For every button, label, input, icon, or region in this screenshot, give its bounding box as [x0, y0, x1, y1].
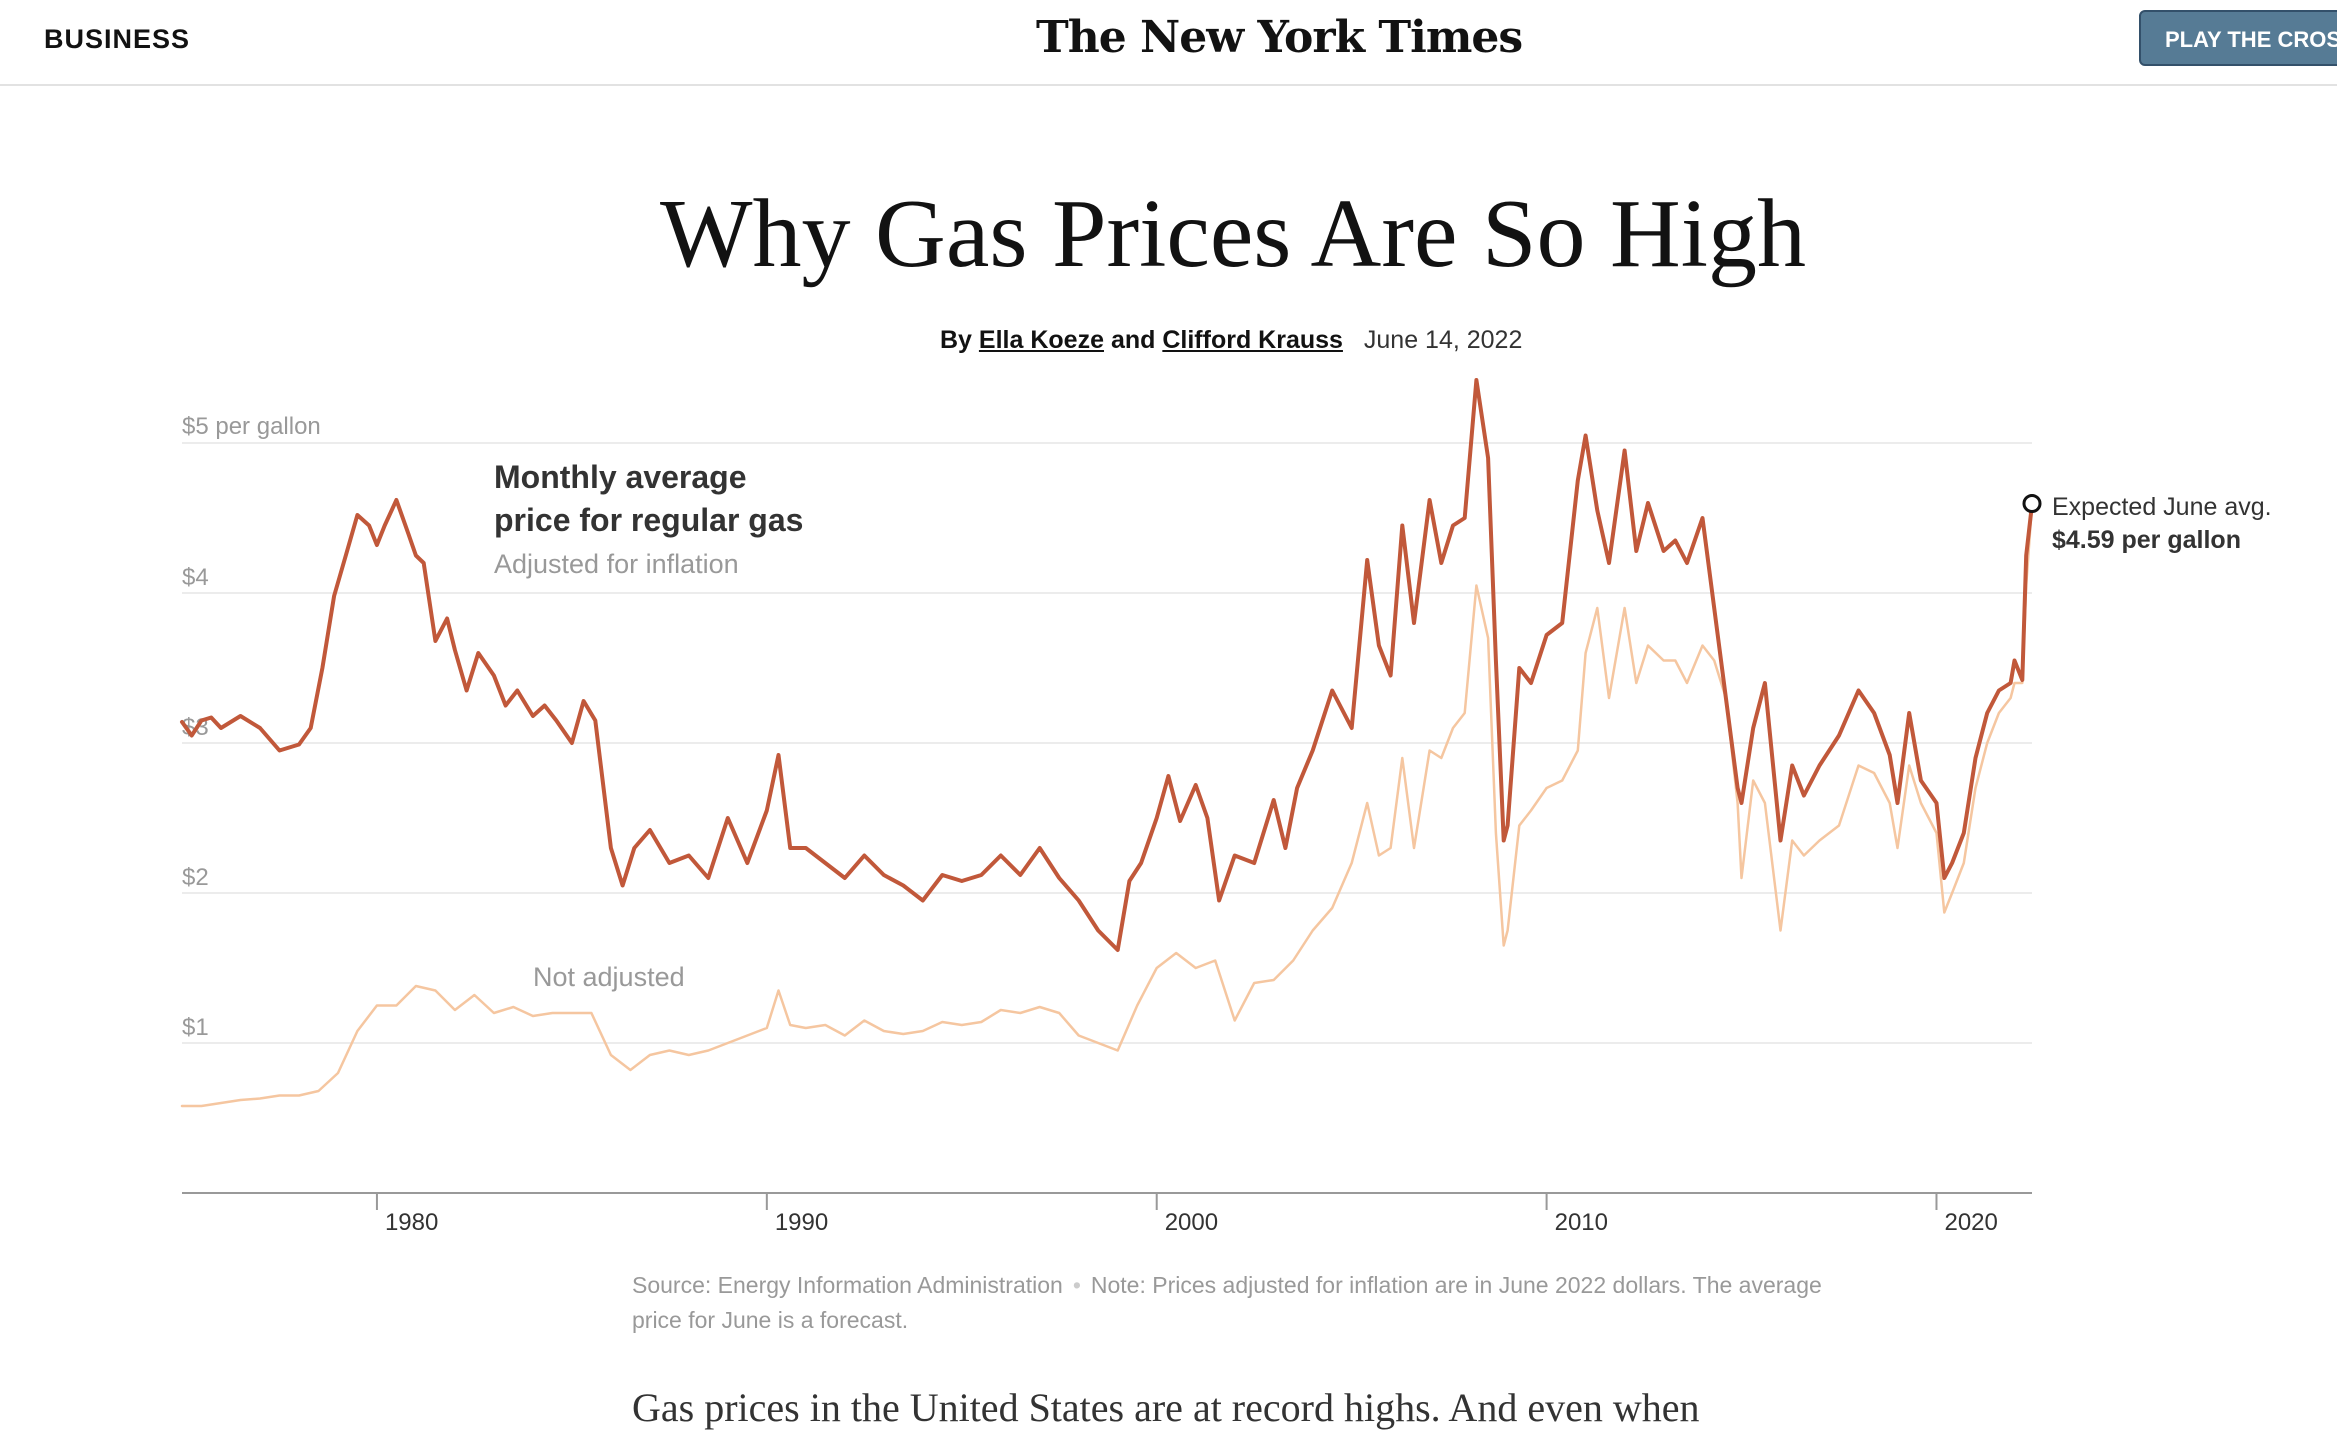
chart-subtitle: Adjusted for inflation — [494, 549, 739, 579]
series-line-adjusted — [180, 378, 2034, 952]
end-annotation-line1: Expected June avg. — [2052, 493, 2272, 521]
x-tick-label: 2010 — [1555, 1209, 1608, 1236]
not-adjusted-label: Not adjusted — [533, 962, 685, 992]
line-layer — [180, 378, 2034, 1108]
x-tick-label: 2020 — [1944, 1209, 1997, 1236]
label-layer: $5 per gallon Monthly average price for … — [182, 413, 2272, 992]
byline-prefix: By — [940, 326, 972, 354]
byline-and: and — [1110, 326, 1156, 354]
separator-dot: • — [1072, 1272, 1081, 1298]
x-tick-label: 1990 — [775, 1209, 828, 1236]
source-text: Source: Energy Information Administratio… — [632, 1272, 1063, 1298]
y-tick-label: $4 — [182, 564, 209, 591]
author-link-ella-koeze[interactable]: Ella Koeze — [978, 326, 1104, 354]
publish-date: June 14, 2022 — [1363, 326, 1523, 354]
section-label[interactable]: BUSINESS — [44, 24, 191, 54]
nyt-masthead-logo[interactable]: The New York Times — [1036, 12, 1523, 63]
headline: Why Gas Prices Are So High — [660, 180, 1806, 288]
y-tick-label: $2 — [182, 864, 209, 891]
series-line-nominal — [180, 503, 2034, 1108]
top-bar: BUSINESS The New York Times PLAY THE CRO… — [0, 0, 2337, 86]
article-body-paragraph: Gas prices in the United States are at r… — [632, 1385, 1700, 1430]
x-tick-label: 2000 — [1165, 1209, 1218, 1236]
y-axis-top-label: $5 per gallon — [182, 413, 321, 440]
x-tick-label: 1980 — [385, 1209, 438, 1236]
play-crossword-button[interactable]: PLAY THE CROS — [2139, 10, 2337, 66]
author-link-clifford-krauss[interactable]: Clifford Krauss — [1162, 326, 1343, 354]
chart-title-line2: price for regular gas — [494, 502, 803, 538]
end-annotation-line2: $4.59 per gallon — [2052, 526, 2241, 554]
note-text: Note: Prices adjusted for inflation are … — [632, 1272, 1822, 1333]
y-tick-label: $1 — [182, 1014, 209, 1041]
byline: By Ella Koeze and Clifford Krauss June 1… — [940, 326, 1522, 355]
june-forecast-marker — [2022, 494, 2042, 513]
chart-title-line1: Monthly average — [494, 459, 747, 495]
chart-source-note: Source: Energy Information Administratio… — [632, 1268, 1872, 1338]
